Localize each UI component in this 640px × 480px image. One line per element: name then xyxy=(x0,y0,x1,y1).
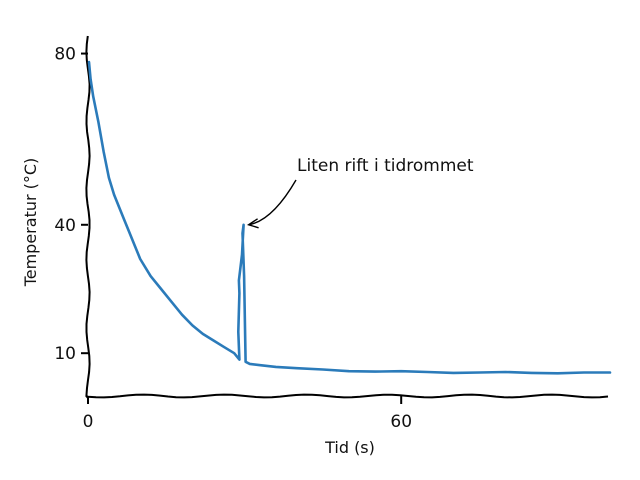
x-axis-label: Tid (s) xyxy=(324,438,375,457)
annotation-layer: Liten rift i tidrommet xyxy=(246,156,474,229)
x-tick-label: 0 xyxy=(83,412,94,432)
x-tick-label: 60 xyxy=(390,412,412,432)
y-tick-label: 80 xyxy=(54,45,76,65)
series-layer xyxy=(87,60,612,375)
series-line xyxy=(87,60,612,375)
annotation-label: Liten rift i tidrommet xyxy=(297,156,474,176)
annotation-arrowhead xyxy=(246,218,259,229)
y-axis-line xyxy=(85,35,91,399)
ticks: 10 40 80 0 60 xyxy=(54,45,412,432)
x-axis-line xyxy=(85,393,609,399)
y-tick-label: 40 xyxy=(54,216,76,236)
y-axis-label: Temperatur (°C) xyxy=(21,158,40,288)
y-tick-label: 10 xyxy=(54,344,76,364)
annotation-arrow xyxy=(248,179,297,226)
axes xyxy=(85,35,609,399)
